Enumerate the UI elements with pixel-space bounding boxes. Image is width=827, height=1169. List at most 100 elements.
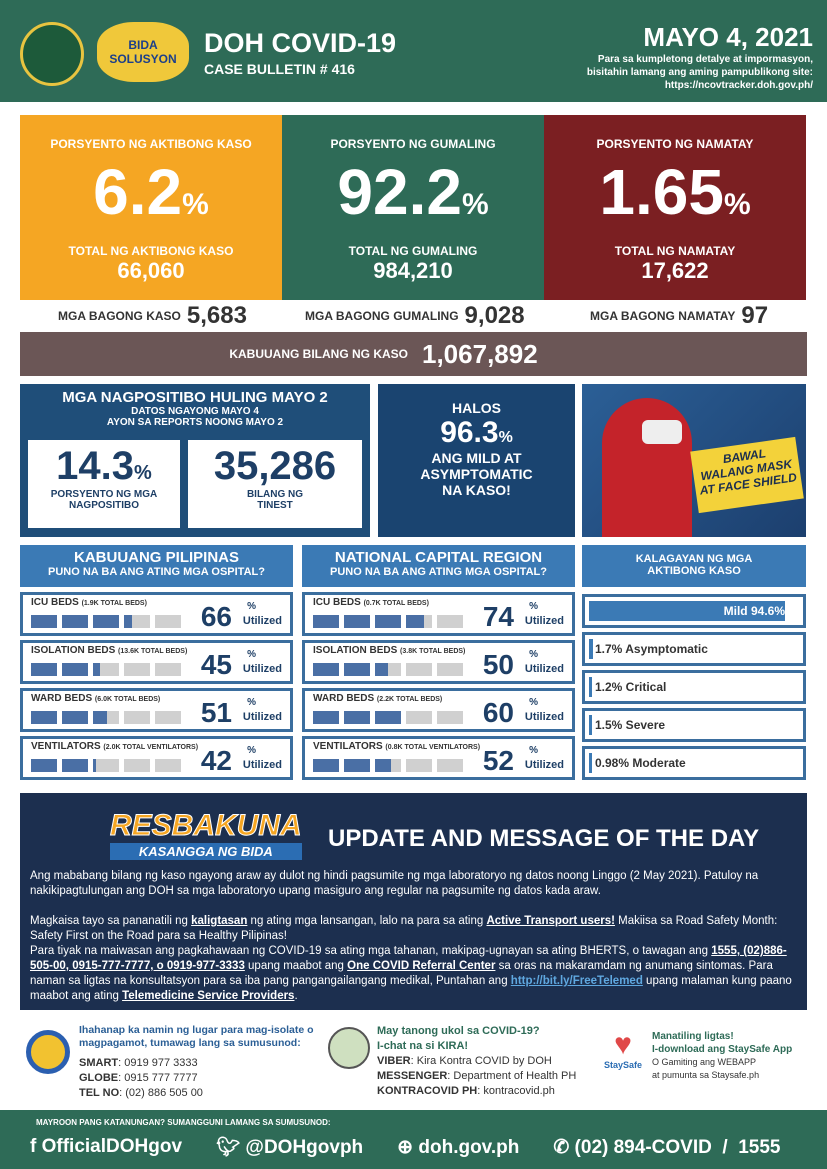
utilization-percent: 52 — [482, 745, 514, 776]
bed-icon — [62, 711, 88, 724]
total-value: 1,067,892 — [422, 338, 538, 369]
bed-icon — [437, 615, 463, 628]
ventilator-icon — [155, 759, 181, 772]
poster-text: BAWAL WALANG MASK AT FACE SHIELD — [690, 436, 804, 514]
status-row: 1.7% Asymptomatic — [582, 632, 806, 666]
utilization-row: ISOLATION BEDS (3.8K TOTAL BEDS) 50 % Ut… — [302, 640, 575, 684]
mild-text: HALOS — [452, 400, 501, 416]
utilized-label: Utilized — [242, 711, 282, 723]
ventilator-icon — [437, 759, 463, 772]
stat-total-label: TOTAL NG NAMATAY — [614, 244, 736, 258]
bed-icon — [155, 663, 181, 676]
status-row: Mild 94.6% — [582, 594, 806, 628]
ventilator-icon — [313, 759, 339, 772]
bed-icon — [437, 663, 463, 676]
hospital-panel-title: KABUUANG PILIPINAS — [73, 549, 239, 566]
staysafe-text: at pumunta sa Staysafe.ph — [652, 1070, 760, 1080]
ventilator-icon — [124, 759, 150, 772]
percent-sign: % — [529, 649, 538, 660]
utilization-percent: 50 — [482, 649, 514, 680]
phone-icon: ✆ — [553, 1136, 575, 1158]
total-cases-bar: KABUUANG BILANG NG KASO 1,067,892 — [20, 332, 807, 376]
bed-icon — [62, 663, 88, 676]
hospital-panel-subtitle: PUNO NA BA ANG ATING MGA OSPITAL? — [48, 566, 265, 578]
bulletin-number: CASE BULLETIN # 416 — [204, 61, 355, 77]
website-link[interactable]: ⊕ doh.gov.ph — [397, 1136, 520, 1158]
utilized-label: Utilized — [524, 663, 564, 675]
stat-label: PORSYENTO NG AKTIBONG KASO — [50, 137, 252, 151]
utilized-label: Utilized — [242, 663, 282, 675]
site-info: Para sa kumpletong detalye at impormasyo… — [587, 53, 813, 92]
status-title: AKTIBONG KASO — [647, 565, 741, 577]
bed-icon — [124, 711, 150, 724]
bed-icon — [93, 711, 119, 724]
new-count-label: MGA BAGONG NAMATAY — [590, 309, 736, 323]
positivity-rate-label: NAGPOSITIBO — [68, 500, 139, 511]
utilization-percent: 51 — [200, 697, 232, 728]
utilized-label: Utilized — [242, 615, 282, 627]
hospital-panel-header: NATIONAL CAPITAL REGION PUNO NA BA ANG AT… — [302, 545, 575, 587]
staysafe-text: I-download ang StaySafe App — [652, 1044, 793, 1055]
new-count-value: 9,028 — [464, 302, 525, 329]
mild-text: NA KASO! — [442, 482, 511, 498]
new-count-label: MGA BAGONG KASO — [58, 309, 181, 323]
resource-name: ISOLATION BEDS (3.8K TOTAL BEDS) — [313, 645, 466, 656]
percent-sign: % — [182, 188, 209, 221]
kontracovid-contact: KONTRACOVID PH: kontracovid.ph — [377, 1085, 555, 1097]
stat-total-value: 984,210 — [373, 258, 453, 283]
ventilator-icon — [375, 759, 401, 772]
message-title: UPDATE AND MESSAGE OF THE DAY — [328, 825, 760, 852]
new-count-value: 5,683 — [186, 302, 247, 329]
hospital-panel-title: NATIONAL CAPITAL REGION — [334, 549, 543, 566]
percent-sign: % — [247, 601, 256, 612]
resource-name: WARD BEDS (2.2K TOTAL BEDS) — [313, 693, 443, 704]
utilization-row: VENTILATORS (0.8K TOTAL VENTILATORS) 52 … — [302, 736, 575, 780]
new-count-value: 97 — [741, 302, 769, 329]
hotline[interactable]: ✆ (02) 894-COVID / 1555 — [553, 1136, 781, 1158]
status-bar — [589, 753, 592, 773]
stat-total-value: 66,060 — [117, 258, 185, 283]
staysafe-logo: ♥ StaySafe — [600, 1028, 646, 1071]
footer: MAYROON PANG KATANUNGAN? SUMANGGUNI LAMA… — [0, 1110, 827, 1169]
facebook-link[interactable]: f OfficialDOHgov — [30, 1136, 183, 1157]
smart-number: SMART: 0919 977 3333 — [79, 1057, 198, 1069]
utilization-row: ICU BEDS (1.9K TOTAL BEDS) 66 % Utilized — [20, 592, 293, 636]
bed-icon — [344, 663, 370, 676]
bed-icon — [155, 615, 181, 628]
percent-sign: % — [461, 188, 489, 221]
stat-card: PORSYENTO NG GUMALING 92.2% TOTAL NG GUM… — [282, 115, 544, 300]
status-header: KALAGAYAN NG MGA AKTIBONG KASO — [582, 545, 806, 587]
resbakuna-logo-text: RESBAKUNA — [110, 809, 303, 843]
twitter-link[interactable]: 🐦︎ @DOHgovph — [216, 1137, 364, 1158]
tracker-link[interactable]: https://ncovtracker.doh.gov.ph/ — [664, 80, 813, 91]
bed-icon — [375, 615, 401, 628]
heart-icon: ♥ — [614, 1028, 632, 1061]
resource-name: WARD BEDS (6.0K TOTAL BEDS) — [31, 693, 161, 704]
positivity-rate: 14.3 — [56, 444, 135, 488]
percent-sign: % — [498, 429, 513, 446]
message-paragraph: Para tiyak na maiwasan ang pagkahawaan n… — [30, 945, 792, 1002]
resbakuna-logo-subtext: KASANGGA NG BIDA — [110, 843, 302, 860]
positivity-title: MGA NAGPOSITIBO HULING MAYO 2 — [62, 389, 328, 406]
total-label: KABUUANG BILANG NG KASO — [229, 347, 408, 361]
utilization-percent: 74 — [482, 601, 514, 632]
status-label: Mild 94.6% — [723, 604, 785, 618]
utilized-label: Utilized — [524, 615, 564, 627]
message-paragraph: Ang mababang bilang ng kaso ngayong araw… — [30, 870, 759, 897]
resource-name: ICU BEDS (0.7K TOTAL BEDS) — [313, 597, 429, 608]
status-row: 1.2% Critical — [582, 670, 806, 704]
resource-name: ISOLATION BEDS (13.6K TOTAL BEDS) — [31, 645, 188, 656]
globe-icon: ⊕ — [397, 1136, 419, 1158]
messenger-contact: MESSENGER: Department of Health PH — [377, 1070, 577, 1082]
stat-card: PORSYENTO NG NAMATAY 1.65% TOTAL NG NAMA… — [544, 115, 806, 300]
footer-note: MAYROON PANG KATANUNGAN? SUMANGGUNI LAMA… — [36, 1118, 331, 1127]
telemed-link[interactable]: http://bit.ly/FreeTelemed — [510, 975, 643, 987]
info-line: bisitahin lamang ang aming pampublikong … — [586, 67, 813, 78]
percent-sign: % — [529, 697, 538, 708]
utilization-icons — [31, 711, 181, 724]
bida-solusyon-logo: BIDA SOLUSYON — [97, 22, 189, 82]
utilization-row: VENTILATORS (2.0K TOTAL VENTILATORS) 42 … — [20, 736, 293, 780]
bed-icon — [124, 663, 150, 676]
tests-label: BILANG NG — [246, 489, 304, 500]
stat-total-label: TOTAL NG AKTIBONG KASO — [68, 244, 234, 258]
